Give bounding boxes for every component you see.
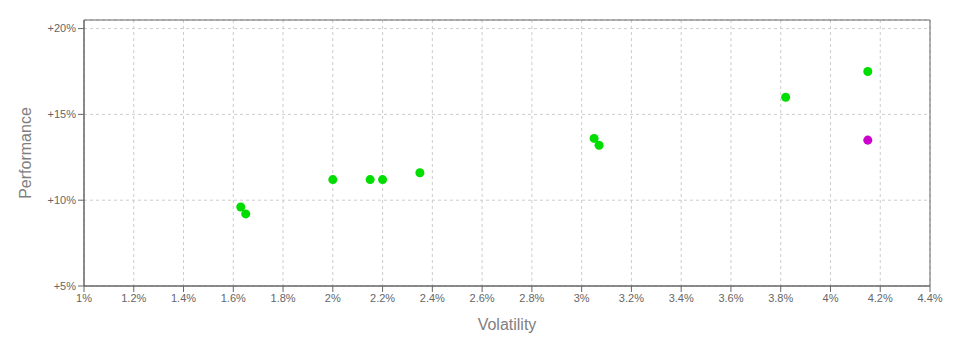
svg-text:3.8%: 3.8%	[768, 292, 793, 304]
svg-text:1.8%: 1.8%	[271, 292, 296, 304]
svg-text:+5%: +5%	[54, 280, 77, 292]
svg-text:3.4%: 3.4%	[669, 292, 694, 304]
svg-text:Performance: Performance	[17, 107, 34, 199]
svg-text:+10%: +10%	[48, 194, 77, 206]
svg-text:2%: 2%	[325, 292, 341, 304]
svg-text:2.6%: 2.6%	[470, 292, 495, 304]
svg-text:3%: 3%	[574, 292, 590, 304]
svg-text:1%: 1%	[76, 292, 92, 304]
svg-text:2.8%: 2.8%	[519, 292, 544, 304]
svg-text:1.6%: 1.6%	[221, 292, 246, 304]
svg-text:4%: 4%	[823, 292, 839, 304]
svg-text:3.6%: 3.6%	[718, 292, 743, 304]
svg-text:4.4%: 4.4%	[917, 292, 942, 304]
svg-text:3.2%: 3.2%	[619, 292, 644, 304]
svg-text:Volatility: Volatility	[478, 316, 537, 333]
svg-text:2.2%: 2.2%	[370, 292, 395, 304]
svg-text:+20%: +20%	[48, 22, 77, 34]
svg-text:2.4%: 2.4%	[420, 292, 445, 304]
svg-text:+15%: +15%	[48, 108, 77, 120]
svg-text:1.4%: 1.4%	[171, 292, 196, 304]
svg-text:1.2%: 1.2%	[121, 292, 146, 304]
svg-text:4.2%: 4.2%	[868, 292, 893, 304]
